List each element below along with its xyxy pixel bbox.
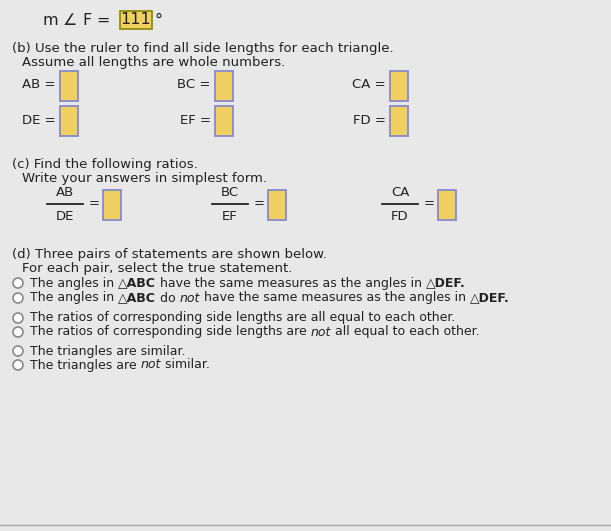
Text: (b) Use the ruler to find all side lengths for each triangle.: (b) Use the ruler to find all side lengt… — [12, 42, 393, 55]
Text: (c) Find the following ratios.: (c) Find the following ratios. — [12, 158, 198, 171]
Text: CA =: CA = — [352, 79, 390, 91]
FancyBboxPatch shape — [60, 71, 78, 101]
FancyBboxPatch shape — [103, 190, 121, 220]
Circle shape — [13, 313, 23, 323]
FancyBboxPatch shape — [215, 71, 233, 101]
Text: CA: CA — [391, 185, 409, 199]
Text: FD =: FD = — [353, 114, 390, 126]
Text: AB =: AB = — [22, 79, 60, 91]
Text: The triangles are similar.: The triangles are similar. — [30, 345, 186, 357]
Circle shape — [13, 327, 23, 337]
Text: not: not — [180, 292, 200, 304]
Circle shape — [13, 346, 23, 356]
Circle shape — [13, 293, 23, 303]
FancyBboxPatch shape — [215, 106, 233, 136]
Text: BC: BC — [221, 185, 239, 199]
Text: AB: AB — [56, 185, 74, 199]
Text: do: do — [156, 292, 180, 304]
Text: The ratios of corresponding side lengths are all equal to each other.: The ratios of corresponding side lengths… — [30, 312, 455, 324]
Text: 111: 111 — [120, 13, 152, 28]
Text: Write your answers in simplest form.: Write your answers in simplest form. — [22, 172, 267, 185]
Text: DE =: DE = — [22, 114, 60, 126]
FancyBboxPatch shape — [438, 190, 456, 220]
Text: similar.: similar. — [161, 358, 210, 372]
Text: °: ° — [154, 13, 162, 28]
Text: For each pair, select the true statement.: For each pair, select the true statement… — [22, 262, 293, 275]
Text: not: not — [311, 326, 331, 338]
Text: have the same measures as the angles in: have the same measures as the angles in — [156, 277, 426, 289]
FancyBboxPatch shape — [268, 190, 286, 220]
Text: have the same measures as the angles in: have the same measures as the angles in — [200, 292, 470, 304]
Text: △DEF.: △DEF. — [470, 292, 510, 304]
Text: =: = — [89, 198, 100, 210]
FancyBboxPatch shape — [390, 71, 408, 101]
Circle shape — [13, 360, 23, 370]
Text: The angles in: The angles in — [30, 277, 118, 289]
Text: △ABC: △ABC — [118, 277, 156, 289]
Text: EF =: EF = — [180, 114, 215, 126]
Text: The angles in: The angles in — [30, 292, 118, 304]
Text: DE: DE — [56, 210, 74, 222]
FancyBboxPatch shape — [60, 106, 78, 136]
Text: The triangles are: The triangles are — [30, 358, 141, 372]
Text: =: = — [424, 198, 435, 210]
Text: =: = — [254, 198, 265, 210]
Text: m $\angle$ F =: m $\angle$ F = — [42, 12, 112, 28]
FancyBboxPatch shape — [120, 11, 152, 29]
Text: (d) Three pairs of statements are shown below.: (d) Three pairs of statements are shown … — [12, 248, 327, 261]
Text: The ratios of corresponding side lengths are: The ratios of corresponding side lengths… — [30, 326, 311, 338]
Text: Assume all lengths are whole numbers.: Assume all lengths are whole numbers. — [22, 56, 285, 69]
Text: all equal to each other.: all equal to each other. — [331, 326, 480, 338]
Text: △ABC: △ABC — [118, 292, 156, 304]
FancyBboxPatch shape — [390, 106, 408, 136]
Text: △DEF.: △DEF. — [426, 277, 466, 289]
Text: EF: EF — [222, 210, 238, 222]
Text: not: not — [141, 358, 161, 372]
Text: FD: FD — [391, 210, 409, 222]
Text: BC =: BC = — [177, 79, 215, 91]
Circle shape — [13, 278, 23, 288]
